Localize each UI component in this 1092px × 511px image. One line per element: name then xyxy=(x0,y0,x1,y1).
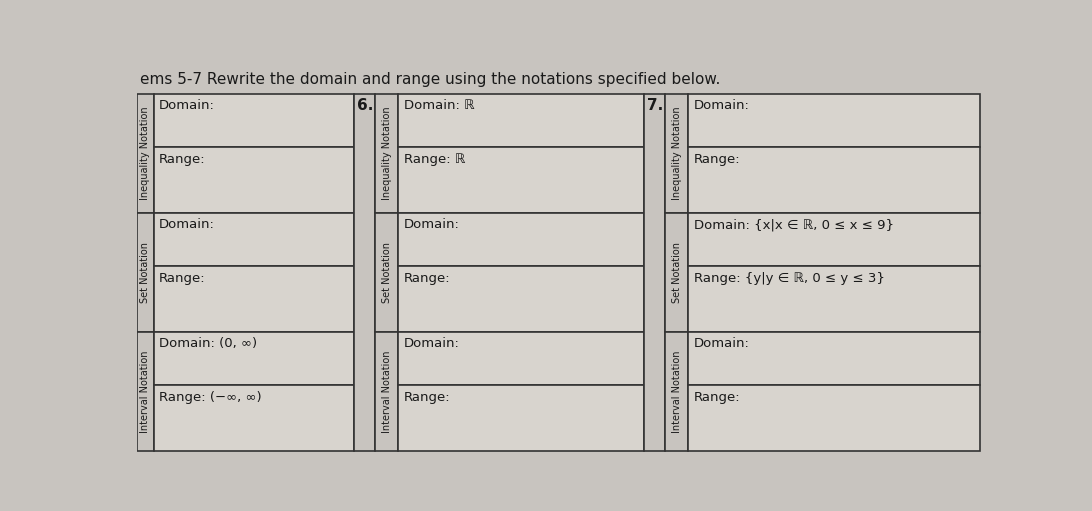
Text: Range:: Range: xyxy=(404,391,451,404)
Text: Interval Notation: Interval Notation xyxy=(140,350,150,433)
Text: Range: (−∞, ∞): Range: (−∞, ∞) xyxy=(159,391,262,404)
Text: Range:: Range: xyxy=(404,272,451,285)
Bar xyxy=(376,332,399,451)
Text: Domain:: Domain: xyxy=(693,99,749,112)
Text: Interval Notation: Interval Notation xyxy=(672,350,681,433)
Bar xyxy=(399,213,644,266)
Text: Domain:: Domain: xyxy=(404,337,460,350)
Text: Domain:: Domain: xyxy=(693,337,749,350)
Bar xyxy=(688,213,980,266)
Text: Range:: Range: xyxy=(693,391,740,404)
Bar xyxy=(688,266,980,332)
Text: Inequality Notation: Inequality Notation xyxy=(672,106,681,200)
Text: Range:: Range: xyxy=(159,153,205,166)
Bar xyxy=(154,147,354,213)
Bar xyxy=(154,332,354,385)
Text: Range:: Range: xyxy=(693,153,740,166)
Bar xyxy=(688,94,980,147)
Text: Range: {y|y ∈ ℝ, 0 ≤ y ≤ 3}: Range: {y|y ∈ ℝ, 0 ≤ y ≤ 3} xyxy=(693,272,885,285)
Text: Domain:: Domain: xyxy=(404,218,460,231)
Bar xyxy=(399,94,644,147)
Bar xyxy=(154,385,354,451)
Bar xyxy=(354,94,376,451)
Text: Domain:: Domain: xyxy=(159,218,215,231)
Bar xyxy=(136,332,154,451)
Bar xyxy=(136,213,154,332)
Bar xyxy=(376,94,399,213)
Text: Domain: (0, ∞): Domain: (0, ∞) xyxy=(159,337,257,350)
Text: Set Notation: Set Notation xyxy=(382,242,392,303)
Bar xyxy=(154,266,354,332)
Text: 7.: 7. xyxy=(648,98,664,112)
Bar xyxy=(399,147,644,213)
Text: Inequality Notation: Inequality Notation xyxy=(382,106,392,200)
Text: Inequality Notation: Inequality Notation xyxy=(140,106,150,200)
Bar xyxy=(665,213,688,332)
Text: Range: ℝ: Range: ℝ xyxy=(404,153,465,166)
Bar xyxy=(376,213,399,332)
Bar xyxy=(688,147,980,213)
Text: Domain:: Domain: xyxy=(159,99,215,112)
Bar xyxy=(665,332,688,451)
Bar xyxy=(154,94,354,147)
Text: Interval Notation: Interval Notation xyxy=(382,350,392,433)
Text: 6.: 6. xyxy=(357,98,373,112)
Bar xyxy=(154,213,354,266)
Text: ems 5-7 Rewrite the domain and range using the notations specified below.: ems 5-7 Rewrite the domain and range usi… xyxy=(141,72,721,87)
Bar xyxy=(399,332,644,385)
Bar xyxy=(399,266,644,332)
Bar xyxy=(644,94,665,451)
Bar xyxy=(665,94,688,213)
Text: Range:: Range: xyxy=(159,272,205,285)
Bar xyxy=(399,385,644,451)
Text: Set Notation: Set Notation xyxy=(672,242,681,303)
Bar xyxy=(688,332,980,385)
Text: Domain: ℝ: Domain: ℝ xyxy=(404,99,475,112)
Bar xyxy=(136,94,154,213)
Text: Domain: {x|x ∈ ℝ, 0 ≤ x ≤ 9}: Domain: {x|x ∈ ℝ, 0 ≤ x ≤ 9} xyxy=(693,218,893,231)
Bar xyxy=(688,385,980,451)
Text: Set Notation: Set Notation xyxy=(140,242,150,303)
